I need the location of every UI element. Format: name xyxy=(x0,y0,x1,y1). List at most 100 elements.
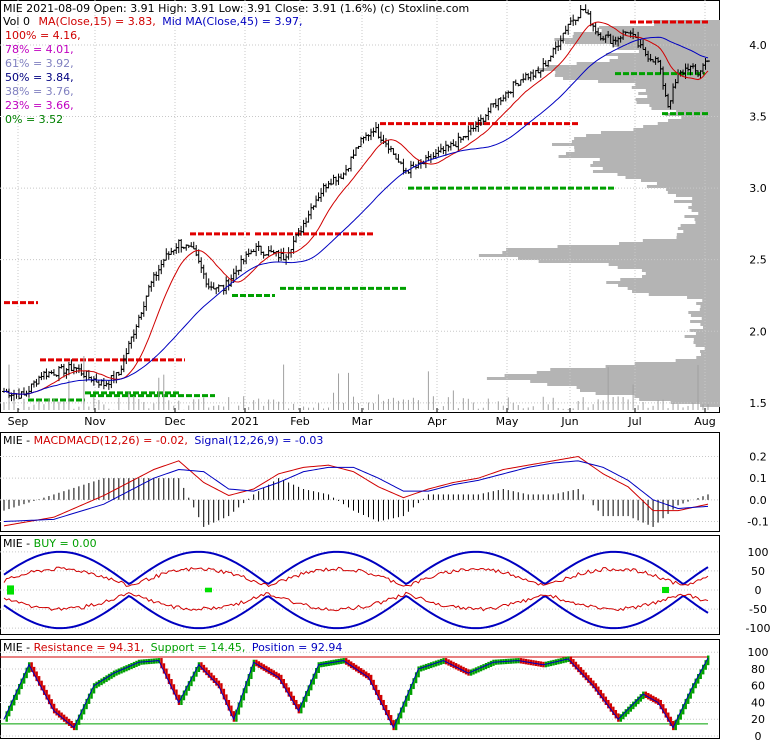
stoch-bar xyxy=(679,709,682,720)
price-tick-label: 3.0 xyxy=(749,182,767,195)
macd-tick-label: 0.2 xyxy=(749,451,767,464)
stoch-bar xyxy=(120,667,123,674)
volume-profile-bar xyxy=(627,287,720,290)
stoch-bar xyxy=(672,720,675,731)
volume-profile-bar xyxy=(632,290,720,293)
stoch-bar xyxy=(374,684,378,695)
fib-level-label: 100% = 4.16, xyxy=(5,29,81,42)
stoch-bar xyxy=(704,660,707,670)
stoch-bar xyxy=(684,698,687,710)
stoch-bar xyxy=(387,710,390,721)
stoch-bar xyxy=(692,683,695,694)
stoch-bar xyxy=(479,665,483,672)
volume-profile-bar xyxy=(676,236,720,239)
stoch-bar xyxy=(15,689,18,700)
stoch-bar xyxy=(80,709,83,720)
volume-profile-bar xyxy=(702,299,720,302)
stoch-bar xyxy=(77,714,81,725)
stoch-bar xyxy=(412,678,415,690)
volume-profile-bar xyxy=(605,365,720,368)
stoch-bar xyxy=(30,662,33,672)
stoch-bar xyxy=(292,695,295,705)
stoch-bar xyxy=(32,666,36,677)
price-tick-label: 3.5 xyxy=(749,111,767,124)
volume-profile-bar xyxy=(564,41,720,44)
fib-level-label: 38% = 3.76, xyxy=(5,85,74,98)
volume-profile-bar xyxy=(599,26,720,29)
volume-profile-bar xyxy=(654,23,720,26)
macd-tick-label: 0.0 xyxy=(749,494,767,507)
stoch-title-position: Position = 92.94 xyxy=(252,641,343,654)
stoch-bar xyxy=(97,680,101,687)
ma15-label: MA(Close,15) = 3.83, xyxy=(38,15,155,28)
stoch-bar xyxy=(282,679,286,689)
stoch-bar xyxy=(257,661,261,668)
stoch-bar xyxy=(232,711,236,722)
stoch-bar xyxy=(364,671,368,679)
stoch-bar xyxy=(404,695,408,707)
volume-profile-bar xyxy=(692,197,720,200)
buy-signal-marker xyxy=(205,587,212,593)
stoch-bar xyxy=(12,694,16,706)
stoch-bar xyxy=(177,694,181,705)
volume-profile xyxy=(478,20,720,407)
stoch-bar xyxy=(272,670,276,677)
volume-profile-bar xyxy=(700,305,720,308)
stoch-bar xyxy=(100,678,103,686)
price-tick-label: 2.5 xyxy=(749,254,767,267)
stoch-bar xyxy=(382,699,385,711)
volume-profile-bar xyxy=(606,281,720,284)
macd-line xyxy=(3,455,709,527)
buy-title-value: BUY = 0.00 xyxy=(34,537,97,550)
stoch-bar xyxy=(417,666,420,678)
stoch-bar xyxy=(180,695,183,705)
buy-signal-marker xyxy=(7,585,14,595)
ma45-label: Mid MA(Close,45) = 3.97, xyxy=(162,15,302,28)
volume-profile-bar xyxy=(617,266,720,269)
volume-profile-bar xyxy=(617,173,720,176)
stoch-bar xyxy=(662,704,665,714)
buy-tick-label: 0 xyxy=(755,584,762,597)
stoch-bar xyxy=(47,694,51,705)
stoch-bar xyxy=(265,665,268,673)
macd-title: MIE - MACDMACD(12,26) = -0.02, Signal(12… xyxy=(3,434,323,447)
stoch-bar xyxy=(372,679,375,690)
stoch-bar xyxy=(612,706,615,716)
volume-profile-bar xyxy=(642,239,720,242)
stoch-bar xyxy=(217,680,221,689)
volume-profile-bar xyxy=(602,167,720,170)
stoch-bar xyxy=(355,664,358,672)
price-tick-label: 2.0 xyxy=(749,325,767,338)
stoch-bar xyxy=(572,659,575,667)
volume-profile-bar xyxy=(518,257,720,260)
volume-profile-bar xyxy=(620,278,720,281)
stoch-bar xyxy=(629,704,633,712)
month-label: Aug xyxy=(694,415,715,428)
volume-profile-bar xyxy=(651,107,720,110)
stoch-bar xyxy=(469,669,473,676)
volume-profile-bar xyxy=(696,356,720,359)
stoch-bar xyxy=(694,678,697,689)
stoch-bar xyxy=(52,703,56,714)
volume-profile-bar xyxy=(572,35,720,38)
month-label: Mar xyxy=(352,415,373,428)
stoch-bar xyxy=(392,720,395,731)
stoch-bar xyxy=(454,663,458,670)
stoch-bar xyxy=(297,704,300,714)
volume-profile-bar xyxy=(547,383,720,386)
ma45-line xyxy=(3,36,709,395)
stoch-bar xyxy=(474,667,478,674)
volume-profile-bar xyxy=(504,374,720,377)
volume-profile-bar xyxy=(536,68,720,71)
stoch-bar xyxy=(172,684,176,695)
stoch-bar xyxy=(594,683,598,692)
stoch-bar xyxy=(677,714,680,725)
volume-profile-bar xyxy=(695,344,720,347)
stoch-bar xyxy=(492,659,495,666)
buy-lower-band xyxy=(3,594,709,630)
volume-profile-bar xyxy=(574,146,720,149)
stoch-bar xyxy=(7,705,11,717)
volume-profile-bar xyxy=(667,191,720,194)
stoch-bar xyxy=(307,685,310,697)
